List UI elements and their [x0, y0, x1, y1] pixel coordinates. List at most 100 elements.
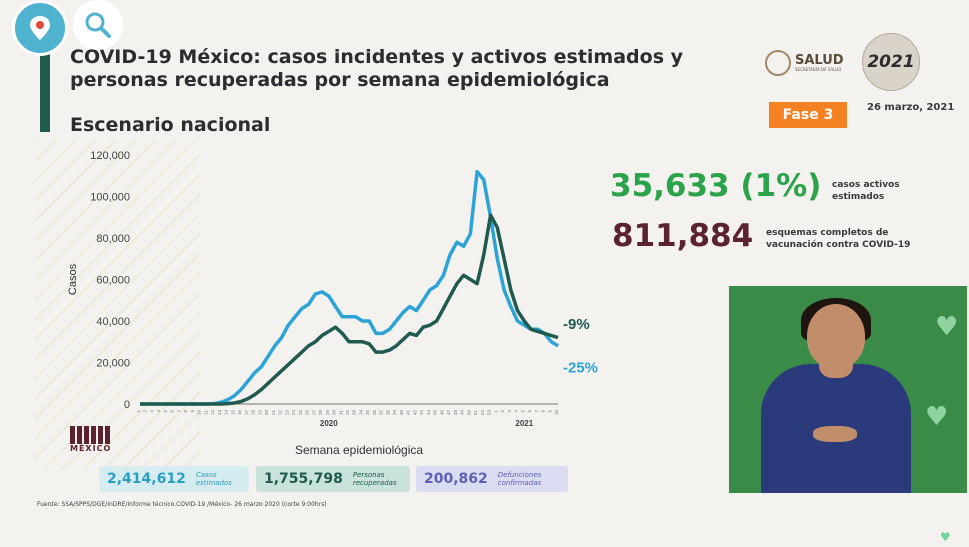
x-tick-label: 40: [399, 410, 404, 416]
x-tick-label: 35: [365, 410, 370, 416]
x-tick-label: 22: [278, 410, 283, 416]
x-tick-label: 47: [446, 410, 451, 416]
x-tick-label: 5: [520, 410, 525, 413]
x-tick-label: 31: [338, 410, 343, 416]
year-label: 2021: [515, 419, 533, 428]
x-tick-label: 25: [298, 410, 303, 416]
x-tick-label: 6: [527, 410, 532, 413]
x-tick-label: 4: [156, 410, 161, 413]
x-tick-label: 15: [230, 410, 235, 416]
x-tick-label: 13: [217, 410, 222, 416]
heroes-figures-icon: [70, 426, 125, 444]
x-tick-label: 23: [284, 410, 289, 416]
periscope-button[interactable]: [12, 0, 68, 56]
y-tick-label: 60,000: [96, 275, 130, 287]
sign-language-interpreter-video: ♥ ♥: [729, 286, 967, 493]
x-tick-label: 18: [251, 410, 256, 416]
x-tick-label: 28: [318, 410, 323, 416]
x-tick-label: 1: [493, 410, 498, 413]
x-tick-label: 3: [149, 410, 154, 413]
x-tick-label: 6: [170, 410, 175, 413]
x-tick-label: 46: [439, 410, 444, 416]
x-tick-label: 37: [379, 410, 384, 416]
x-tick-label: 19: [257, 410, 262, 416]
x-tick-label: 14: [224, 410, 229, 416]
x-tick-label: 48: [453, 410, 458, 416]
line-chart: 0 20,000 40,000 60,000 80,000 100,000 120,000 1…: [67, 150, 598, 457]
periscope-icon: [30, 16, 50, 40]
report-date-text: 26 marzo, 2021: [867, 102, 955, 113]
heart-icon: ♥: [935, 312, 959, 342]
summary-value: 200,862: [424, 471, 488, 487]
year-label: 2020: [320, 419, 338, 428]
y-tick-label: 120,000: [90, 150, 130, 162]
summary-value: 1,755,798: [264, 471, 343, 487]
x-tick-label: 39: [392, 410, 397, 416]
accent-bar: [40, 44, 50, 132]
mexico-logo-text: MÉXICO: [70, 444, 112, 453]
series-recovered-line: [140, 213, 559, 406]
summary-label: Casos estimados: [195, 471, 232, 487]
x-tick-label: 34: [358, 410, 363, 416]
x-axis-label: Semana epidemiológica: [295, 443, 423, 457]
x-tick-label: 49: [460, 410, 465, 416]
x-tick-label: 32: [345, 410, 350, 416]
x-tick-label: 30: [332, 410, 337, 416]
search-icon: [85, 12, 111, 38]
x-tick-label: 7: [534, 410, 539, 413]
x-tick-label: 11: [203, 410, 208, 415]
x-tick-label: 5: [163, 410, 168, 413]
x-tick-label: 3: [507, 410, 512, 413]
x-tick-label: 51: [473, 410, 478, 416]
summary-box-cases: 2,414,612 Casos estimados: [99, 466, 249, 492]
heart-icon: ♥: [940, 530, 951, 544]
x-tick-label: 10: [197, 410, 202, 416]
x-tick-label: 16: [237, 410, 242, 416]
x-tick-label: 20: [264, 410, 269, 416]
decorative-pattern: [35, 140, 200, 470]
slide-title: COVID-19 México: casos incidentes y acti…: [70, 46, 684, 91]
x-tick-label: 12: [210, 410, 215, 416]
x-tick-label: 9: [547, 410, 552, 413]
x-tick-label: 7: [176, 410, 181, 413]
slide-subtitle: Escenario nacional: [70, 114, 271, 136]
search-button[interactable]: [73, 0, 123, 50]
summary-label: Defunciones confirmadas: [497, 471, 542, 487]
x-tick-label: 8: [183, 410, 188, 413]
x-tick-label: 21: [271, 410, 276, 416]
x-tick-label: 53: [487, 410, 492, 416]
series-incident-line: [140, 169, 559, 406]
x-tick-label: 26: [305, 410, 310, 416]
x-tick-label: 44: [426, 410, 431, 416]
summary-box-deaths: 200,862 Defunciones confirmadas: [416, 466, 568, 492]
x-tick-label: 36: [372, 410, 377, 416]
source-note: Fuente: SSA/SPPS/DGE/InDRE/Informe técni…: [37, 501, 327, 508]
x-tick-label: 50: [466, 410, 471, 416]
x-tick-label: 8: [541, 410, 546, 413]
x-tick-label: 27: [311, 410, 316, 416]
salud-label: SALUD: [795, 53, 844, 68]
x-tick-label: 10: [554, 410, 559, 416]
interpreter-hand: [819, 348, 853, 378]
x-tick-label: 17: [244, 410, 249, 416]
x-tick-label: 1: [136, 410, 141, 413]
x-tick-label: 2: [500, 410, 505, 413]
summary-value: 2,414,612: [107, 471, 186, 487]
end-label-recovered: -9%: [563, 316, 590, 333]
x-tick-label: 29: [325, 410, 330, 416]
y-tick-label: 20,000: [96, 358, 130, 370]
salud-logo: SALUD SECRETARÍA DE SALUD: [765, 50, 844, 76]
x-tick-label: 41: [406, 410, 411, 416]
salud-sublabel: SECRETARÍA DE SALUD: [795, 67, 842, 72]
y-tick-label: 100,000: [90, 192, 130, 204]
report-date: 26 marzo, 2021: [867, 102, 954, 114]
x-tick-label: 24: [291, 410, 296, 416]
government-seal-icon: [765, 50, 791, 76]
vaccination-value: 811,884: [612, 218, 754, 254]
x-tick-label: 52: [480, 410, 485, 416]
y-tick-label: 80,000: [96, 233, 130, 245]
x-tick-label: 38: [385, 410, 390, 416]
end-label-incident: -25%: [563, 360, 598, 377]
interpreter-hand: [813, 426, 857, 442]
active-cases-label: casos activos estimados: [832, 180, 900, 202]
